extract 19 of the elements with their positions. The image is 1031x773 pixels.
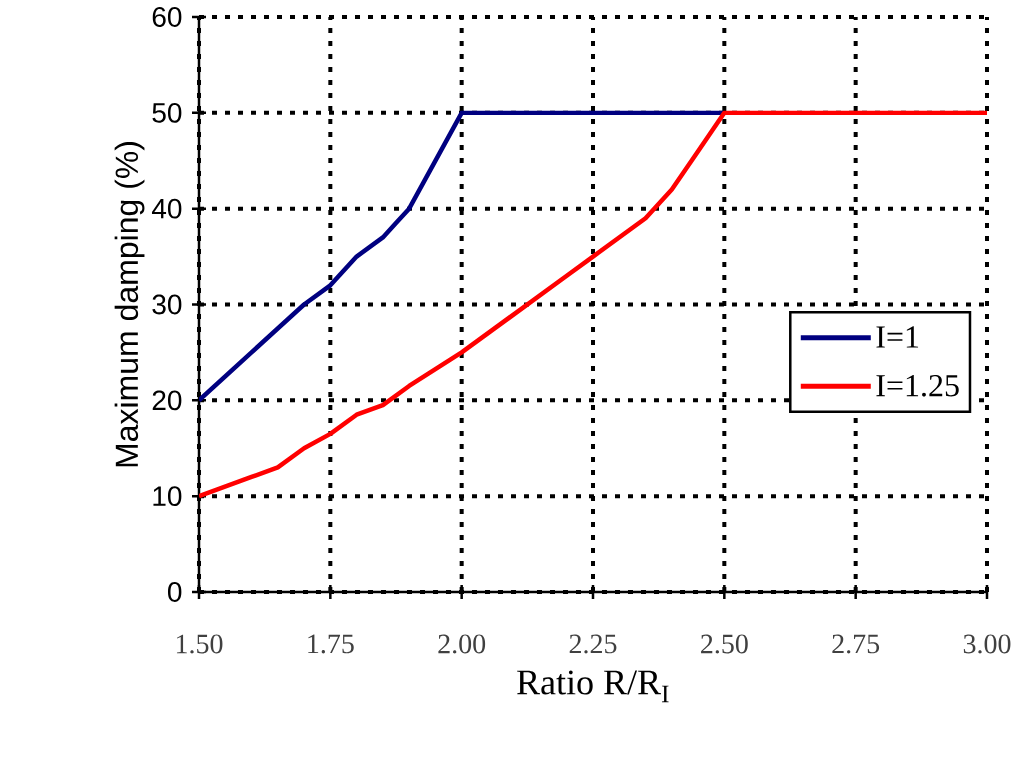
x-tick-label: 3.00 (963, 634, 1011, 654)
x-tick-label: 1.50 (176, 634, 223, 654)
x-axis-title: Ratio R/R$_{I}$ (517, 670, 669, 703)
y-tick-label: 10 (153, 486, 182, 507)
x-tick-label: 2.00 (438, 634, 486, 654)
y-tick-label: 40 (151, 198, 182, 219)
y-tick-label: 30 (152, 294, 182, 315)
x-tick-label: 2.25 (569, 634, 617, 654)
x-tick-label: 2.50 (701, 634, 748, 654)
y-tick-label: 0 (168, 582, 182, 602)
legend-label: I=1 (876, 326, 919, 348)
y-tick-label: 60 (152, 7, 182, 27)
y-tick-label: 20 (152, 390, 182, 411)
y-axis-title: Maximum damping (%) (114, 142, 145, 467)
x-tick-label: 1.75 (308, 634, 354, 654)
y-tick-label: 50 (152, 102, 182, 123)
legend-label: I=1.25 (876, 374, 959, 397)
x-tick-label: 2.75 (832, 634, 880, 654)
line-series (199, 110, 987, 499)
